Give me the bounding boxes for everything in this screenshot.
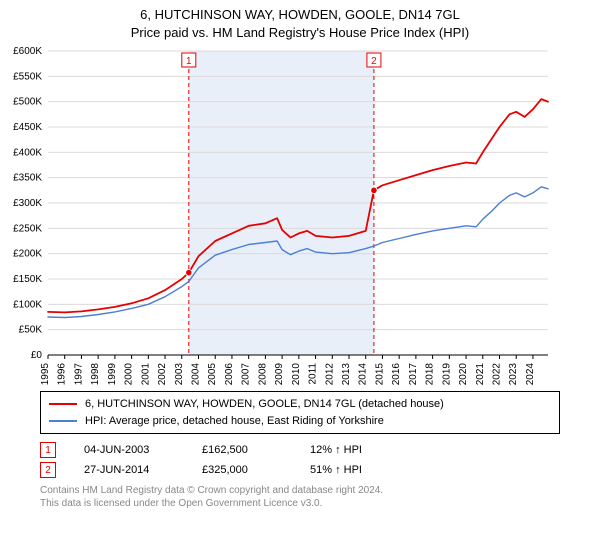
svg-text:2005: 2005 [207, 363, 218, 385]
event-marker-num: 2 [45, 465, 51, 476]
svg-text:2010: 2010 [291, 363, 302, 385]
legend-box: 6, HUTCHINSON WAY, HOWDEN, GOOLE, DN14 7… [40, 391, 560, 434]
svg-text:£150K: £150K [13, 274, 42, 285]
svg-text:£100K: £100K [13, 299, 42, 310]
legend-item: HPI: Average price, detached house, East… [49, 413, 551, 430]
svg-text:£550K: £550K [13, 71, 42, 82]
event-marker-box: 2 [40, 462, 56, 478]
svg-text:£500K: £500K [13, 97, 42, 108]
svg-text:2022: 2022 [492, 363, 503, 385]
svg-text:£400K: £400K [13, 147, 42, 158]
svg-text:£50K: £50K [19, 325, 43, 336]
svg-text:2009: 2009 [274, 363, 285, 385]
event-price: £325,000 [202, 464, 282, 476]
svg-text:1: 1 [186, 56, 192, 67]
svg-text:2016: 2016 [391, 363, 402, 385]
svg-text:£200K: £200K [13, 249, 42, 260]
svg-text:£600K: £600K [13, 46, 42, 57]
event-date: 04-JUN-2003 [84, 444, 174, 456]
svg-text:£0: £0 [31, 350, 43, 361]
svg-text:2018: 2018 [425, 363, 436, 385]
svg-text:2017: 2017 [408, 363, 419, 385]
event-price: £162,500 [202, 444, 282, 456]
event-hpi: 12% ↑ HPI [310, 444, 362, 456]
event-row: 2 27-JUN-2014 £325,000 51% ↑ HPI [40, 462, 560, 478]
svg-text:2024: 2024 [525, 363, 536, 385]
events-list: 1 04-JUN-2003 £162,500 12% ↑ HPI 2 27-JU… [40, 442, 560, 478]
svg-text:2015: 2015 [374, 363, 385, 385]
copyright-line: This data is licensed under the Open Gov… [40, 497, 560, 510]
chart-title-block: 6, HUTCHINSON WAY, HOWDEN, GOOLE, DN14 7… [0, 0, 600, 41]
svg-text:2012: 2012 [324, 363, 335, 385]
legend-label: 6, HUTCHINSON WAY, HOWDEN, GOOLE, DN14 7… [85, 396, 444, 413]
svg-text:2007: 2007 [241, 363, 252, 385]
event-hpi: 51% ↑ HPI [310, 464, 362, 476]
svg-text:2002: 2002 [157, 363, 168, 385]
svg-text:2023: 2023 [508, 363, 519, 385]
svg-text:1996: 1996 [57, 363, 68, 385]
svg-text:2000: 2000 [124, 363, 135, 385]
svg-text:2003: 2003 [174, 363, 185, 385]
svg-text:2014: 2014 [358, 363, 369, 385]
svg-text:2001: 2001 [140, 363, 151, 385]
event-marker-num: 1 [45, 445, 51, 456]
title-line-1: 6, HUTCHINSON WAY, HOWDEN, GOOLE, DN14 7… [0, 6, 600, 24]
svg-text:2020: 2020 [458, 363, 469, 385]
svg-text:1999: 1999 [107, 363, 118, 385]
copyright-block: Contains HM Land Registry data © Crown c… [40, 484, 560, 510]
event-marker-box: 1 [40, 442, 56, 458]
svg-text:2006: 2006 [224, 363, 235, 385]
chart-area: £0 £50K £100K £150K £200K £250K £300K £350K £400… [0, 45, 600, 385]
svg-text:2004: 2004 [191, 363, 202, 385]
event-date: 27-JUN-2014 [84, 464, 174, 476]
legend-label: HPI: Average price, detached house, East… [85, 413, 384, 430]
svg-text:2021: 2021 [475, 363, 486, 385]
legend-swatch [49, 420, 77, 422]
svg-text:£450K: £450K [13, 122, 42, 133]
svg-text:2019: 2019 [441, 363, 452, 385]
svg-text:£250K: £250K [13, 223, 42, 234]
svg-text:2008: 2008 [257, 363, 268, 385]
title-line-2: Price paid vs. HM Land Registry's House … [0, 24, 600, 42]
svg-text:2: 2 [371, 56, 377, 67]
event-row: 1 04-JUN-2003 £162,500 12% ↑ HPI [40, 442, 560, 458]
svg-text:1995: 1995 [40, 363, 51, 385]
copyright-line: Contains HM Land Registry data © Crown c… [40, 484, 560, 497]
svg-text:2013: 2013 [341, 363, 352, 385]
svg-text:2011: 2011 [308, 363, 319, 385]
svg-text:1998: 1998 [90, 363, 101, 385]
legend-item: 6, HUTCHINSON WAY, HOWDEN, GOOLE, DN14 7… [49, 396, 551, 413]
legend-swatch [49, 403, 77, 405]
line-chart-svg: £0 £50K £100K £150K £200K £250K £300K £350K £400… [0, 45, 560, 385]
svg-text:1997: 1997 [73, 363, 84, 385]
svg-text:£350K: £350K [13, 173, 42, 184]
svg-text:£300K: £300K [13, 198, 42, 209]
